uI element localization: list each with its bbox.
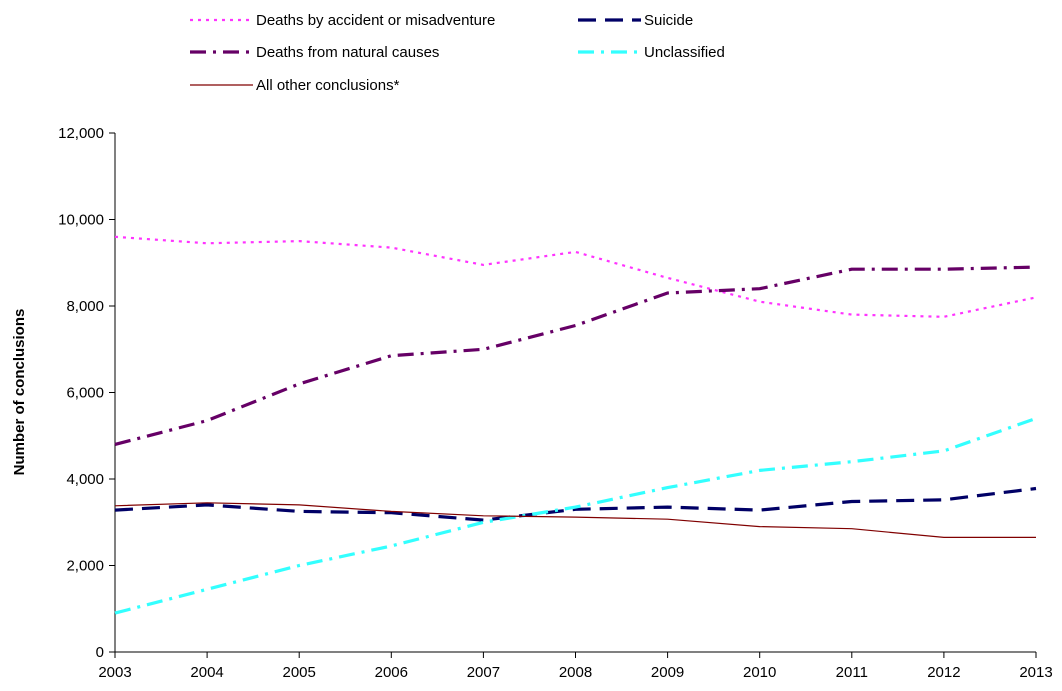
x-tick-label: 2009: [651, 664, 684, 681]
series-line-4: [114, 416, 1037, 615]
x-tick-label: 2012: [927, 664, 960, 681]
legend-item-3: Deaths from natural causes: [190, 44, 439, 61]
x-tick-label: 2006: [375, 664, 408, 681]
x-tick-label: 2007: [467, 664, 500, 681]
series-line-5: [114, 502, 1036, 539]
legend-item-5: All other conclusions*: [190, 77, 400, 94]
y-tick-label: 6,000: [66, 385, 104, 402]
y-tick-label: 12,000: [58, 125, 104, 142]
legend-label: Deaths by accident or misadventure: [256, 12, 495, 29]
x-tick-label: 2013: [1019, 664, 1052, 681]
y-tick-label: 8,000: [66, 298, 104, 315]
plot-area: 0 2,000 4,000 6,000 8,000 10,000 12,000 2003 200…: [58, 125, 1053, 681]
x-tick-label: 2005: [283, 664, 316, 681]
x-tick-label: 2008: [559, 664, 592, 681]
y-tick-label: 10,000: [58, 212, 104, 229]
y-axis-title: Number of conclusions: [11, 309, 28, 476]
legend-item-2: Suicide: [578, 12, 693, 29]
legend-item-1: Deaths by accident or misadventure: [190, 12, 495, 29]
y-tick-label: 2,000: [66, 558, 104, 575]
y-tick-label: 0: [96, 644, 104, 661]
x-tick-label: 2011: [836, 664, 868, 681]
legend-label: Unclassified: [644, 44, 725, 61]
legend: Deaths by accident or misadventure Suicid…: [190, 12, 725, 94]
legend-label: All other conclusions*: [256, 77, 400, 94]
legend-label: Deaths from natural causes: [256, 44, 439, 61]
series-line-2: [114, 486, 1037, 522]
legend-item-4: Unclassified: [578, 44, 725, 61]
series-line-1: [114, 235, 1037, 318]
x-tick-label: 2010: [743, 664, 776, 681]
x-tick-label: 2004: [190, 664, 223, 681]
series-line-3: [114, 265, 1037, 446]
x-tick-label: 2003: [98, 664, 131, 681]
legend-label: Suicide: [644, 12, 693, 29]
y-tick-label: 4,000: [66, 471, 104, 488]
